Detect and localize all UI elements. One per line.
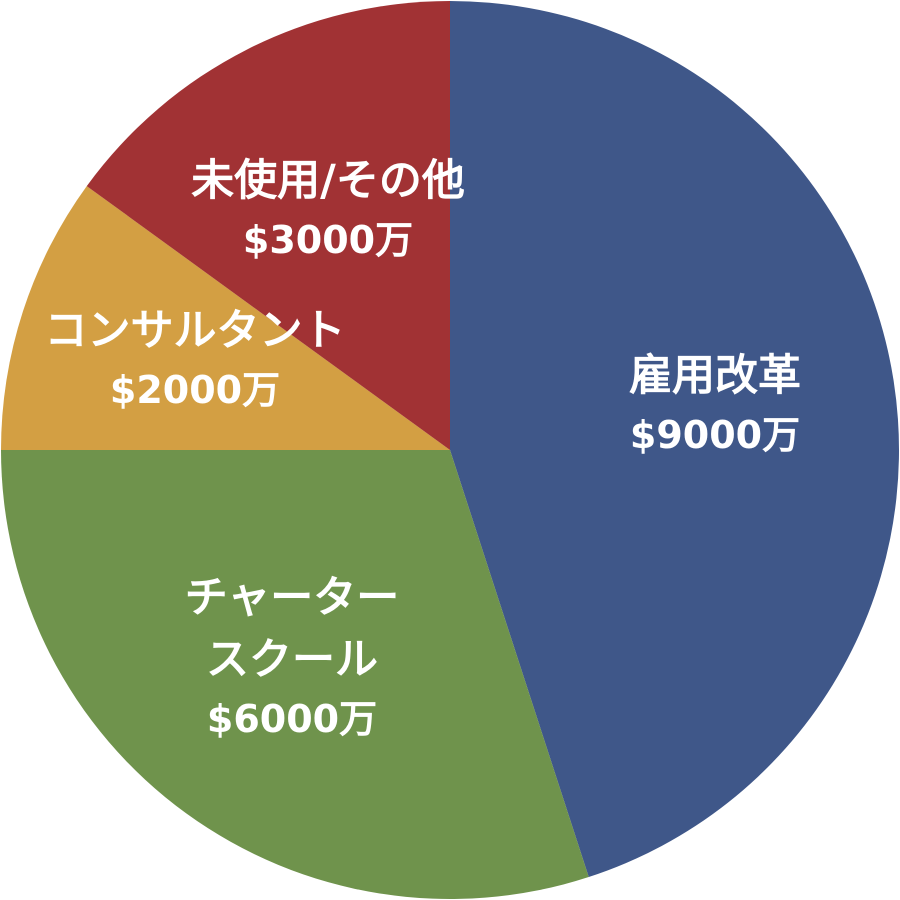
slice-label-charter-school-line1: チャーター xyxy=(185,573,400,623)
pie-slice-consultant xyxy=(1,186,450,451)
slice-label-unused-other: 未使用/その他 xyxy=(191,156,465,206)
pie-slice-charter-school xyxy=(1,450,589,899)
slice-label-consultant: コンサルタント xyxy=(45,306,346,356)
slice-label-hiring-reform: 雇用改革 xyxy=(629,351,801,401)
slice-value-consultant: $2000万 xyxy=(110,368,280,412)
slice-value-charter-school: $6000万 xyxy=(207,697,377,741)
slice-label-charter-school-line2: スクール xyxy=(206,635,378,685)
pie-slice-hiring-reform xyxy=(450,1,899,878)
slice-value-hiring-reform: $9000万 xyxy=(630,413,800,457)
slice-value-unused-other: $3000万 xyxy=(243,218,413,262)
pie-slice-unused-other xyxy=(86,0,450,450)
